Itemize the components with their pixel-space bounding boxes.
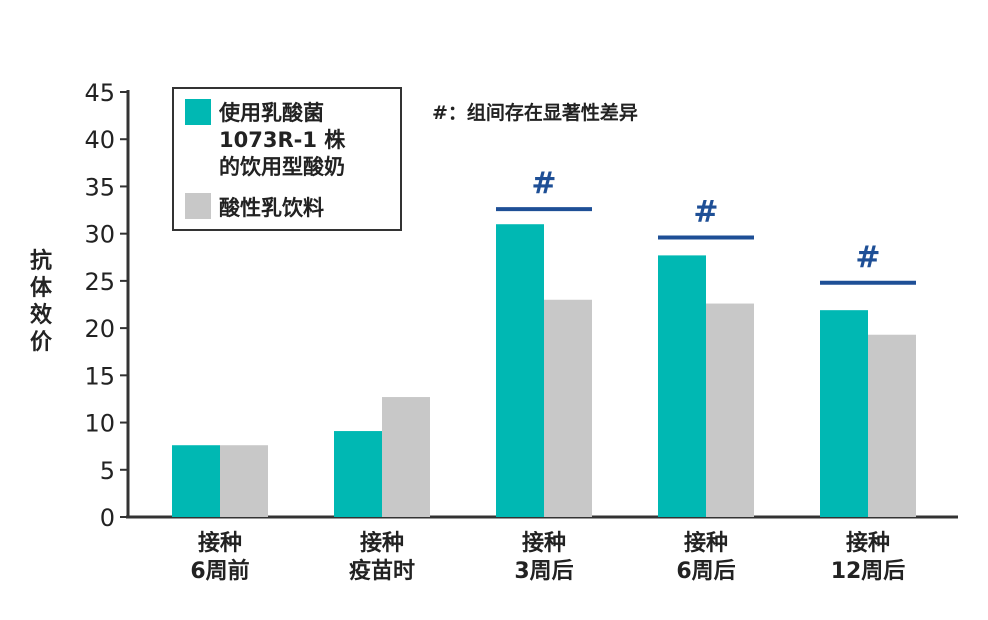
x-tick-label: 6周前 [190, 558, 249, 584]
significance-symbol: # [693, 194, 718, 229]
x-tick-label: 接种 [846, 531, 890, 556]
legend: 使用乳酸菌 1073R-1 株 的饮用型酸奶 酸性乳饮料 [172, 87, 402, 231]
x-tick-label: 3周后 [514, 559, 573, 584]
bar-series-1 [496, 224, 544, 517]
y-tick-label: 25 [84, 268, 115, 296]
bars [172, 224, 916, 517]
y-tick-label: 45 [84, 79, 115, 107]
significance-symbol: # [531, 166, 556, 201]
bar-series-1 [820, 310, 868, 517]
y-axis-title-char: 抗 [30, 248, 52, 274]
y-tick-label: 5 [100, 457, 115, 485]
bar-series-1 [658, 255, 706, 517]
bar-series-1 [172, 445, 220, 517]
y-tick-label: 20 [84, 315, 115, 343]
legend-series-2-label: 酸性乳饮料 [219, 196, 324, 220]
x-tick-label: 接种 [360, 531, 404, 556]
bar-series-2 [382, 397, 430, 517]
x-tick-label: 接种 [684, 531, 728, 556]
y-axis-title-char: 效 [30, 302, 52, 328]
y-tick-label: 30 [84, 221, 115, 249]
significance-symbol: # [855, 240, 880, 275]
bar-series-2 [220, 445, 268, 517]
legend-series-1-line-3: 的饮用型酸奶 [219, 155, 345, 179]
legend-series-1-line-2: 1073R-1 株 [219, 128, 346, 152]
y-tick-label: 40 [84, 126, 115, 154]
significance-note: #：组间存在显著性差异 [432, 101, 638, 124]
x-tick-label: 接种 [522, 531, 566, 556]
bar-series-2 [706, 303, 754, 517]
legend-swatch-series-1 [185, 99, 211, 125]
legend-series-1-line-1: 使用乳酸菌 [218, 101, 324, 125]
legend-swatch-series-2 [185, 193, 211, 219]
y-axis-title-char: 价 [30, 330, 53, 355]
significance-markers: # # # [496, 166, 916, 285]
x-tick-label: 6周后 [676, 559, 735, 584]
x-tick-label: 12周后 [831, 559, 906, 584]
x-tick-label: 接种 [198, 531, 242, 556]
bar-series-1 [334, 431, 382, 517]
y-tick-label: 0 [100, 504, 115, 532]
bar-series-2 [544, 299, 592, 517]
y-tick-label: 10 [84, 410, 115, 438]
y-ticks: 0 5 10 15 20 25 30 35 40 45 [84, 79, 128, 532]
bar-series-2 [868, 334, 916, 517]
y-tick-label: 35 [84, 173, 115, 201]
y-axis-title-char: 体 [30, 276, 53, 301]
y-tick-label: 15 [84, 362, 115, 390]
x-tick-label: 疫苗时 [349, 558, 415, 584]
